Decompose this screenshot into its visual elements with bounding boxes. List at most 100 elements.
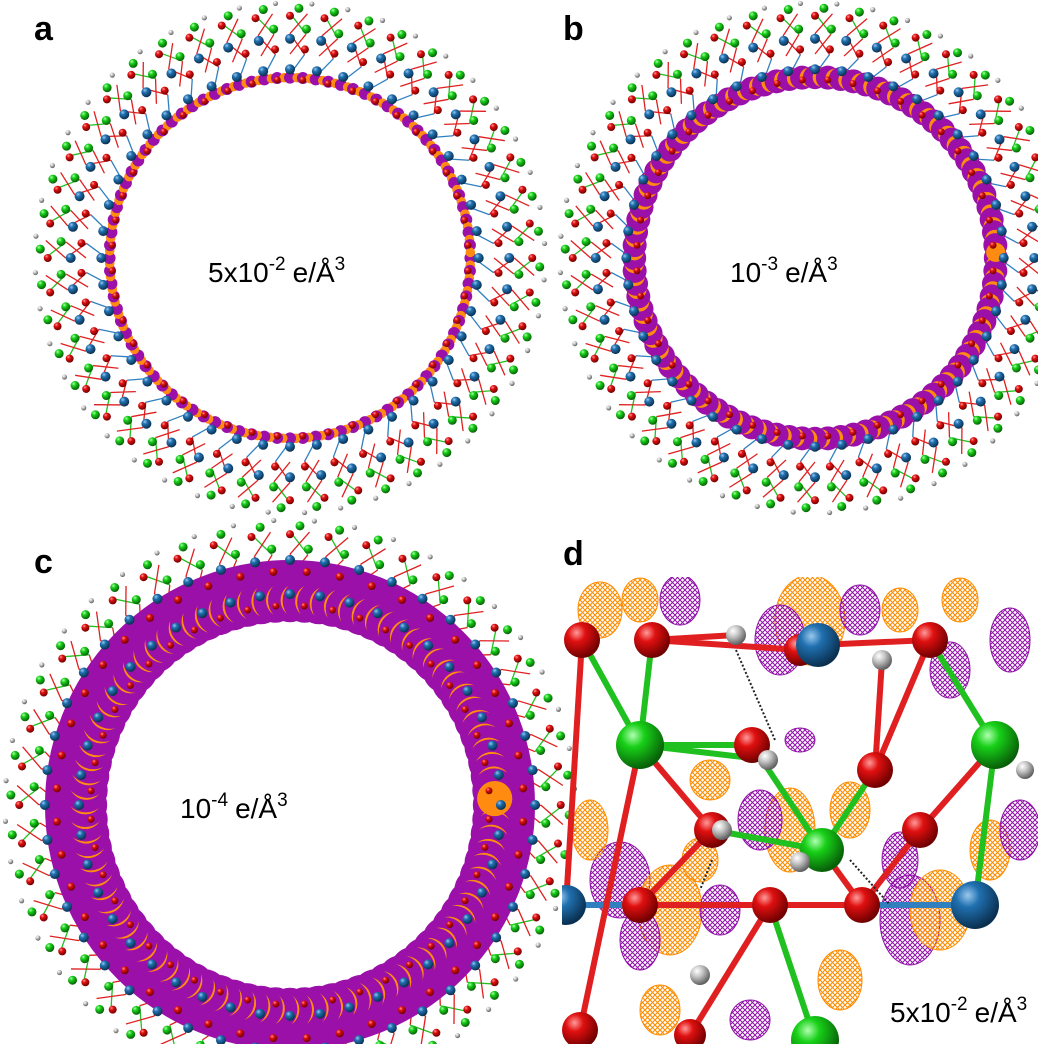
atom <box>884 58 892 66</box>
atom <box>210 541 218 549</box>
atom <box>204 1020 212 1028</box>
atom <box>726 98 733 105</box>
atom <box>406 961 413 968</box>
atom <box>473 871 480 878</box>
atom <box>461 217 468 224</box>
atom <box>936 421 944 429</box>
atom <box>481 844 488 851</box>
atom <box>790 852 810 872</box>
atom <box>167 642 174 649</box>
atom <box>376 54 386 64</box>
atom <box>113 175 123 185</box>
atom <box>232 72 242 82</box>
atom <box>705 397 712 404</box>
bond <box>219 538 232 565</box>
atom <box>929 69 939 79</box>
atom <box>62 142 71 151</box>
atom <box>67 719 75 727</box>
atom <box>680 50 688 58</box>
bond <box>586 344 611 352</box>
atom <box>47 341 52 346</box>
atom <box>250 557 260 567</box>
atom <box>40 209 49 218</box>
atom <box>138 49 143 54</box>
atom <box>362 541 370 549</box>
atom <box>872 496 881 505</box>
atom <box>837 440 847 450</box>
atom <box>528 835 538 845</box>
atom <box>119 192 126 199</box>
atom <box>374 535 383 544</box>
atom <box>57 270 66 279</box>
atom <box>344 598 354 608</box>
atom <box>76 770 86 780</box>
atom <box>161 396 171 406</box>
atom <box>141 419 151 429</box>
atom <box>395 52 404 61</box>
density-lobe <box>466 248 476 258</box>
atom <box>258 66 268 76</box>
atom <box>918 397 925 404</box>
atom <box>446 921 453 928</box>
atom <box>609 144 618 153</box>
atom <box>90 327 98 335</box>
atom <box>82 385 90 393</box>
atom <box>505 883 513 891</box>
atom <box>587 142 596 151</box>
atom <box>826 463 834 471</box>
atom <box>520 869 530 879</box>
atom <box>411 421 419 429</box>
atom <box>995 78 1000 83</box>
atom <box>75 315 85 325</box>
atom <box>855 458 863 466</box>
bond <box>227 19 238 43</box>
atom <box>1034 365 1038 374</box>
atom <box>644 397 654 407</box>
atom <box>491 624 499 632</box>
atom <box>445 571 454 580</box>
atom <box>286 496 294 504</box>
atom <box>320 14 328 22</box>
atom <box>726 625 746 645</box>
atom <box>15 870 24 879</box>
atom <box>242 458 250 466</box>
atom <box>273 1 278 6</box>
atom <box>236 1029 244 1037</box>
atom <box>1019 106 1024 111</box>
atom <box>147 959 157 969</box>
atom <box>626 134 636 144</box>
atom <box>490 298 498 306</box>
atom <box>80 111 89 120</box>
atom <box>959 402 967 410</box>
atom <box>669 361 676 368</box>
atom <box>252 494 260 502</box>
atom <box>334 478 343 487</box>
atom <box>108 686 118 696</box>
atom <box>970 437 978 445</box>
atom <box>132 595 141 604</box>
atom <box>476 596 485 605</box>
atom <box>132 457 137 462</box>
atom <box>652 437 660 445</box>
atom <box>644 109 654 119</box>
atom <box>485 787 492 794</box>
atom <box>556 707 561 712</box>
atom <box>530 800 540 810</box>
bond <box>867 473 878 497</box>
atom <box>920 52 929 61</box>
atom <box>515 960 524 969</box>
atom <box>462 914 472 924</box>
atom <box>104 982 113 991</box>
atom <box>76 830 86 840</box>
atom <box>968 340 975 347</box>
atom <box>115 436 124 445</box>
atom <box>444 151 454 161</box>
atom <box>418 594 428 604</box>
atom <box>953 48 962 57</box>
atom <box>373 992 383 1002</box>
atom <box>102 391 111 400</box>
atom <box>254 470 264 480</box>
atom <box>191 626 198 633</box>
atom <box>81 689 89 697</box>
atom <box>997 280 1007 290</box>
